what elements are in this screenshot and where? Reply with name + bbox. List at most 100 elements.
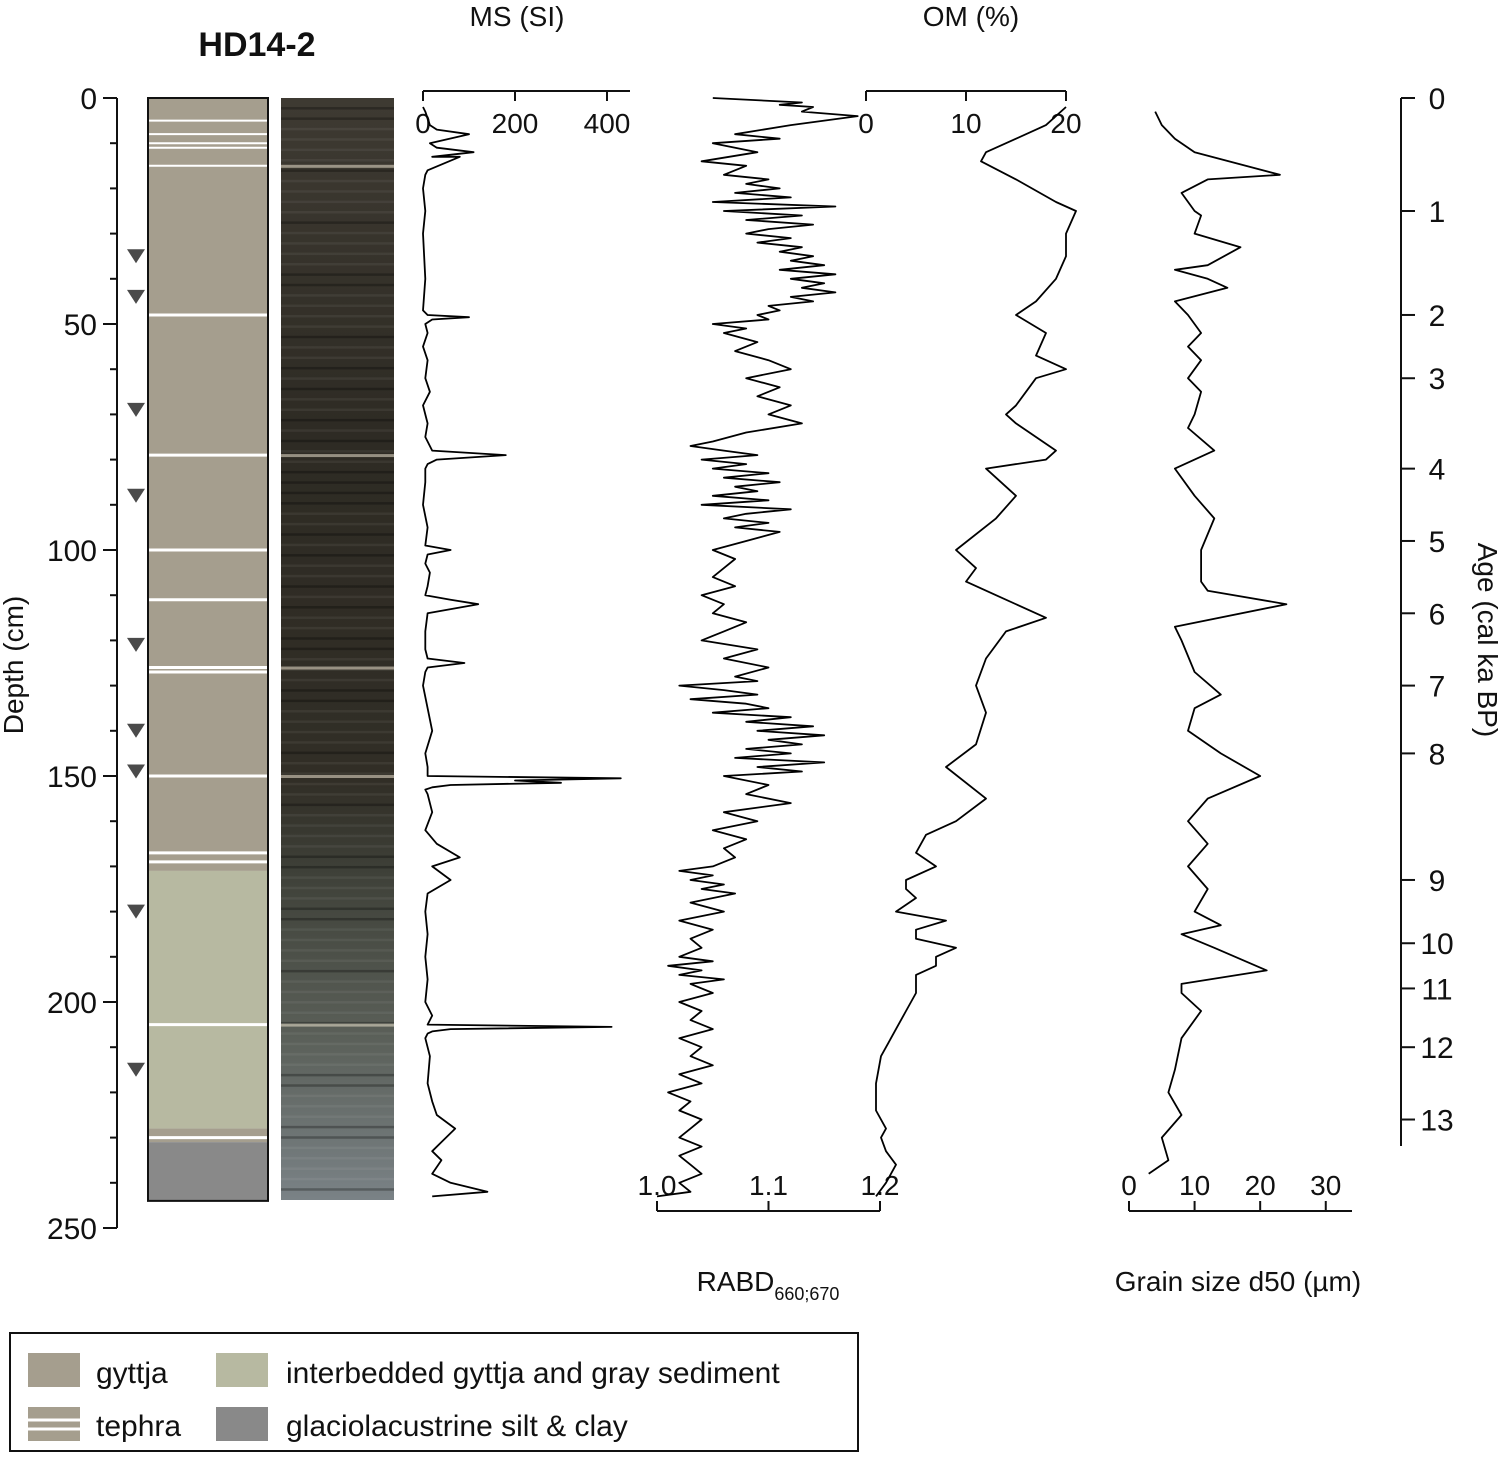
photo-band xyxy=(281,1177,394,1181)
photo-band xyxy=(281,845,394,848)
dating-marker xyxy=(127,904,145,919)
photo-band xyxy=(281,450,394,453)
photo-band xyxy=(281,865,394,869)
dating-marker xyxy=(127,1062,145,1077)
grain-size-curve xyxy=(1148,111,1288,1175)
photo-band xyxy=(281,138,394,141)
photo-band xyxy=(281,1084,394,1087)
photo-band xyxy=(281,1125,394,1129)
rabd-label-sub: 660;670 xyxy=(774,1284,839,1304)
photo-band xyxy=(281,242,394,245)
age-tick-label: 4 xyxy=(1429,454,1446,487)
photo-tephra-band xyxy=(281,454,394,458)
photo-band xyxy=(281,377,394,380)
photo-band xyxy=(281,928,394,931)
dating-marker xyxy=(127,249,145,264)
gs-tick-label: 10 xyxy=(1179,1170,1210,1201)
ms-panel: MS (SI) 0 200 400 xyxy=(415,1,631,1198)
photo-band xyxy=(281,1188,394,1191)
photo-band xyxy=(281,907,394,911)
legend-swatch-gyttja xyxy=(28,1353,80,1387)
photo-band xyxy=(281,169,394,172)
depth-tick-label: 150 xyxy=(47,761,97,794)
photo-band xyxy=(281,668,394,671)
ms-axis-label: MS (SI) xyxy=(470,1,565,32)
photo-band xyxy=(281,346,394,349)
photo-band xyxy=(281,1094,394,1098)
photo-band xyxy=(281,1011,394,1014)
photo-band xyxy=(281,491,394,495)
photo-band xyxy=(281,533,394,536)
depth-axis-label: Depth (cm) xyxy=(0,596,29,734)
photo-band xyxy=(281,314,394,318)
depth-tick-label: 100 xyxy=(47,535,97,568)
photo-band xyxy=(281,481,394,484)
dating-marker xyxy=(127,764,145,779)
lithology-frame xyxy=(147,97,269,1202)
photo-band xyxy=(281,772,394,775)
photo-band xyxy=(281,699,394,703)
photo-band xyxy=(281,231,394,235)
age-tick-label: 1 xyxy=(1429,196,1446,229)
age-tick-label: 9 xyxy=(1429,865,1446,898)
photo-band xyxy=(281,1032,394,1035)
legend-label-tephra: tephra xyxy=(96,1410,181,1443)
photo-band xyxy=(281,564,394,567)
om-tick-label: 20 xyxy=(1050,108,1081,139)
ms-tick-label: 400 xyxy=(584,108,631,139)
photo-band xyxy=(281,606,394,609)
photo-band xyxy=(281,179,394,183)
photo-band xyxy=(281,554,394,557)
photo-band xyxy=(281,304,394,308)
photo-band xyxy=(281,325,394,328)
core-photo xyxy=(281,98,394,1200)
grain-size-axis-label: Grain size d50 (µm) xyxy=(1115,1266,1361,1297)
age-tick-label: 12 xyxy=(1420,1032,1453,1065)
dating-markers xyxy=(127,249,145,1077)
photo-band xyxy=(281,211,394,214)
photo-band xyxy=(281,283,394,287)
photo-band xyxy=(281,262,394,266)
ms-curve xyxy=(422,106,622,1198)
rabd-tick-label: 1.2 xyxy=(861,1170,900,1201)
photo-band xyxy=(281,460,394,464)
photo-band xyxy=(281,824,394,827)
photo-band xyxy=(281,1053,394,1056)
rabd-tick-label: 1.1 xyxy=(749,1170,788,1201)
photo-band xyxy=(281,1063,394,1066)
dating-marker xyxy=(127,488,145,503)
photo-band xyxy=(281,159,394,162)
photo-tephra-band xyxy=(281,164,394,168)
photo-band xyxy=(281,834,394,838)
photo-band xyxy=(281,876,394,879)
om-curve xyxy=(875,106,1077,1197)
photo-band xyxy=(281,1042,394,1046)
age-tick-label: 0 xyxy=(1429,83,1446,116)
photo-band xyxy=(281,647,394,651)
photo-band xyxy=(281,1073,394,1077)
photo-band xyxy=(281,387,394,391)
age-tick-label: 13 xyxy=(1420,1105,1453,1138)
photo-band xyxy=(281,522,394,526)
photo-band xyxy=(281,949,394,952)
photo-band xyxy=(281,429,394,432)
gs-tick-label: 30 xyxy=(1310,1170,1341,1201)
photo-band xyxy=(281,439,394,443)
photo-band xyxy=(281,741,394,744)
photo-band xyxy=(281,470,394,474)
lithology-unit xyxy=(148,98,268,871)
legend-swatch-tephra xyxy=(28,1407,80,1441)
photo-band xyxy=(281,710,394,713)
photo-band xyxy=(281,751,394,755)
legend-swatch-interbedded xyxy=(216,1353,268,1387)
photo-band xyxy=(281,626,394,630)
om-tick-label: 10 xyxy=(950,108,981,139)
dating-marker xyxy=(127,637,145,652)
age-tick-label: 10 xyxy=(1420,928,1453,961)
photo-band xyxy=(281,1115,394,1118)
photo-band xyxy=(281,782,394,786)
photo-band xyxy=(281,813,394,817)
om-axis-label: OM (%) xyxy=(923,1,1019,32)
